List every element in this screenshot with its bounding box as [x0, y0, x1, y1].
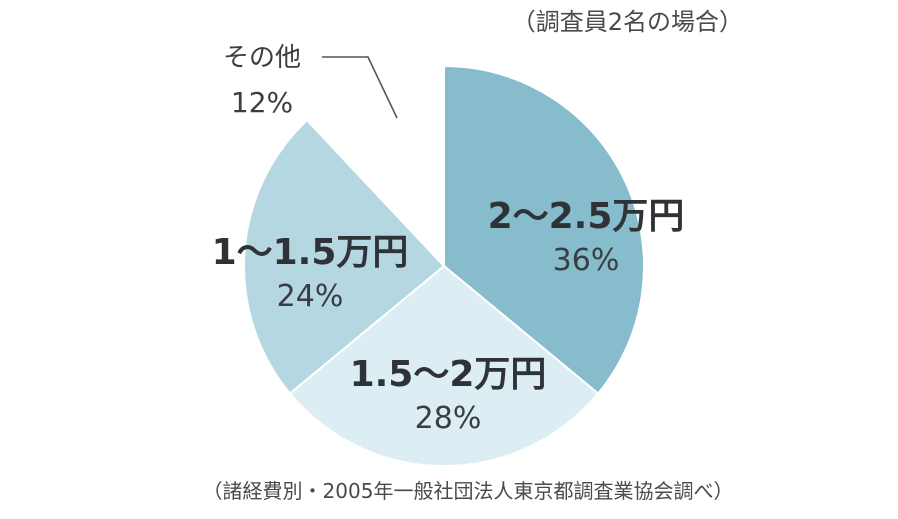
slice-label-1-1.5: 1～1.5万円 [212, 232, 409, 273]
slice-other [305, 64, 445, 269]
slice-label-2-2.5: 2～2.5万円 [488, 196, 685, 237]
leader-line-other [322, 56, 398, 119]
slice-value-1.5-2: 28% [415, 401, 482, 436]
chart-subtitle: （調査員2名の場合） [512, 8, 743, 36]
pie-slices [243, 64, 645, 468]
slice-1.5-2 [288, 264, 600, 468]
slice-2-2.5 [443, 64, 645, 395]
slice-value-other: 12% [231, 86, 293, 119]
slice-value-1-1.5: 24% [277, 279, 344, 314]
slice-value-2-2.5: 36% [553, 243, 620, 278]
slice-1-1.5 [243, 118, 446, 395]
slice-label-1.5-2: 1.5～2万円 [350, 354, 547, 395]
slice-label-other: その他 [223, 43, 301, 73]
chart-source-note: （諸経費別・2005年一般社団法人東京都調査業協会調べ） [203, 479, 734, 503]
